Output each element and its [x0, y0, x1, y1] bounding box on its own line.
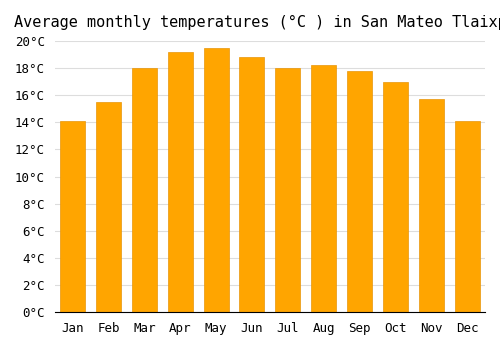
Bar [311, 65, 336, 312]
Bar [347, 71, 372, 312]
Bar [60, 121, 85, 312]
Bar [96, 102, 121, 312]
Bar [418, 99, 444, 312]
Bar [204, 48, 229, 312]
Bar [383, 82, 408, 312]
Bar [168, 52, 193, 312]
Bar [240, 57, 264, 312]
Bar [132, 68, 157, 312]
Bar [454, 121, 479, 312]
Title: Average monthly temperatures (°C ) in San Mateo Tlaixpan: Average monthly temperatures (°C ) in Sa… [14, 15, 500, 30]
Bar [275, 68, 300, 312]
